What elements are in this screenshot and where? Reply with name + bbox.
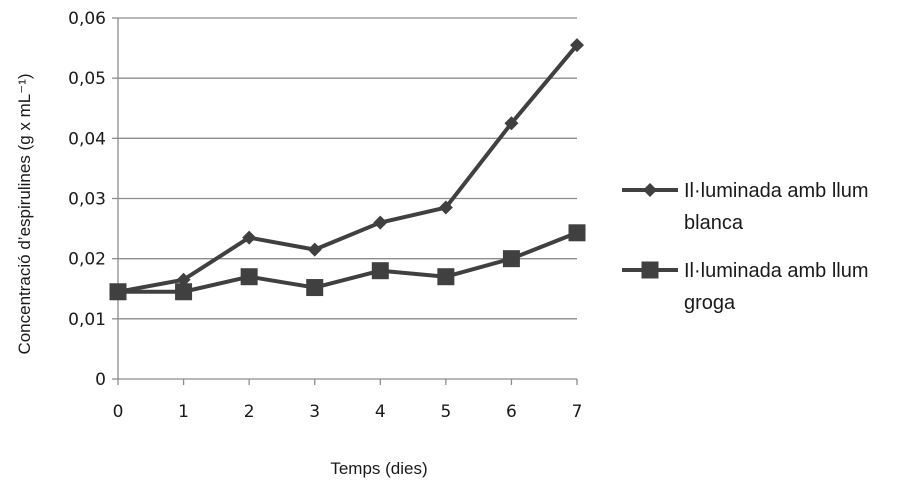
data-point [371,262,389,280]
x-tick-label: 2 [244,402,255,422]
data-point [109,283,127,301]
data-point [240,268,258,286]
data-point [242,230,257,245]
y-tick-label: 0,02 [68,250,106,270]
x-tick-label: 4 [375,402,386,422]
x-axis-title: Temps (dies) [330,459,427,478]
data-point [176,272,191,287]
data-point [437,268,455,286]
legend-marker [641,261,659,279]
axes: 0 0,01 0,02 0,03 0,04 0,05 0,06 0 1 2 3 4 5 6 7 [68,9,582,422]
data-point [570,38,584,53]
data-point [568,224,586,242]
x-tick-label: 5 [440,402,451,422]
series-line [117,43,579,294]
data-point [307,242,322,257]
y-tick-label: 0,06 [68,9,106,29]
data-point [175,283,193,301]
legend-entry-2: Il·luminada amb llum groga [622,260,869,314]
x-tick-label: 7 [572,402,583,422]
y-tick-label: 0,05 [68,69,106,89]
data-point [306,279,324,297]
data-point [438,200,453,215]
legend-label: blanca [684,212,744,234]
series-2 [109,224,586,301]
series [109,38,586,301]
gridlines [118,17,577,320]
legend-entry-1: Il·luminada amb llum blanca [622,180,869,234]
series-line [118,230,578,294]
x-tick-label: 3 [309,402,320,422]
data-point [373,215,388,230]
y-tick-label: 0,01 [68,310,106,330]
x-tick-label: 1 [178,402,189,422]
data-point [502,250,520,268]
y-axis-title: Concentració d’espirulines (g x mL⁻¹) [15,73,34,354]
y-tick-label: 0 [95,370,106,390]
legend-marker [643,183,657,197]
legend-label: Il·luminada amb llum [684,180,869,202]
y-tick-label: 0,03 [68,190,106,210]
data-point [504,116,519,131]
x-tick-label: 6 [506,402,517,422]
legend-label: groga [684,292,736,314]
x-tick-label: 0 [113,402,124,422]
legend-label: Il·luminada amb llum [684,260,869,282]
y-tick-label: 0,04 [68,129,106,149]
